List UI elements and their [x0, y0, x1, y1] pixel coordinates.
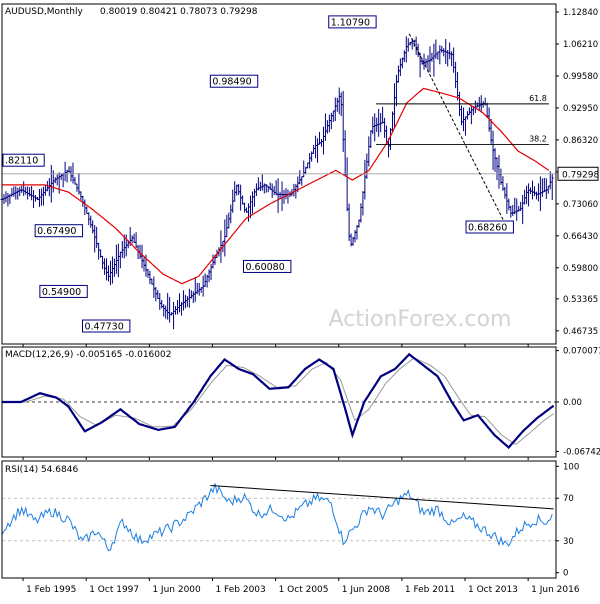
price-annotation-label: 0.68260 — [468, 223, 507, 234]
y-tick-label: 0.53365 — [563, 295, 598, 305]
y-tick-label: 0.99580 — [563, 72, 598, 82]
rsi-y-tick-label: 30 — [563, 537, 574, 547]
price-annotation: 0.68260 — [465, 220, 514, 234]
rsi-trendline — [210, 484, 554, 510]
price-annotation-label: 0.60080 — [245, 262, 284, 273]
last-price-label: 0.79298 — [562, 170, 599, 180]
price-annotation-label: 1.10790 — [331, 17, 370, 28]
x-tick-label: 1 Feb 2011 — [405, 585, 455, 595]
price-annotation-label: 0.98490 — [212, 77, 251, 88]
y-tick-label: 0.59800 — [563, 264, 598, 274]
price-panel-frame — [1, 3, 557, 345]
rsi-y-tick-label: 100 — [563, 462, 579, 472]
macd-panel — [2, 352, 556, 450]
price-panel: 61.8 38.2 .82110 0.67490 0.54900 0.47730 0.984… — [0, 15, 556, 333]
fib-level-label: 61.8 — [529, 94, 547, 103]
price-bar — [550, 173, 554, 200]
last-price-box: 0.79298 — [557, 166, 599, 181]
fib-level-label: 38.2 — [529, 134, 547, 143]
price-annotation-label: 0.67490 — [37, 226, 76, 237]
x-tick-label: 1 Oct 2013 — [468, 585, 518, 595]
macd-y-tick-label: 0.070071 — [563, 347, 600, 357]
x-tick-label: 1 Feb 1995 — [26, 585, 76, 595]
y-tick-label: 0.73060 — [563, 200, 598, 210]
x-tick-label: 1 Oct 2005 — [279, 585, 329, 595]
price-annotation-label: .82110 — [5, 156, 38, 167]
main-chart-ohlc-values: 0.80019 0.80421 0.78073 0.79298 — [100, 7, 258, 17]
macd-y-tick-label: 0.00 — [563, 398, 582, 408]
watermark-text: ActionForex.com — [329, 307, 512, 332]
axes: 1.128401.062100.995800.929500.863200.796… — [1, 3, 600, 595]
rsi-panel-frame — [1, 460, 557, 579]
macd-line — [2, 352, 555, 450]
price-annotation: 1.10790 — [328, 15, 377, 29]
y-tick-label: 0.66430 — [563, 232, 598, 242]
price-annotation: .82110 — [2, 153, 45, 167]
macd-y-tick-label: -0.067423 — [563, 447, 600, 457]
y-tick-label: 0.86320 — [563, 136, 598, 146]
x-tick-label: 1 Jun 2000 — [152, 585, 201, 595]
moving-average-line — [2, 87, 550, 285]
price-annotation: 0.98490 — [209, 74, 259, 88]
price-annotation: 0.60080 — [242, 259, 292, 273]
price-annotation: 0.67490 — [34, 224, 84, 238]
y-tick-label: 1.06210 — [563, 40, 598, 50]
rsi-panel — [1, 483, 556, 552]
x-tick-label: 1 Jun 2008 — [342, 585, 391, 595]
x-tick-label: 1 Oct 1997 — [89, 585, 139, 595]
rsi-line — [1, 483, 553, 552]
price-annotation: 0.47730 — [81, 319, 131, 333]
rsi-panel-title: RSI(14) 54.6846 — [5, 465, 78, 475]
y-tick-label: 0.92950 — [563, 104, 598, 114]
price-annotation-label: 0.47730 — [84, 322, 123, 333]
x-tick-label: 1 Feb 2003 — [215, 585, 265, 595]
y-tick-label: 0.46735 — [563, 327, 598, 337]
rsi-y-tick-label: 70 — [563, 494, 574, 504]
rsi-y-tick-label: 0 — [563, 569, 568, 579]
y-tick-label: 1.12840 — [563, 8, 598, 18]
price-annotation-label: 0.54900 — [42, 287, 81, 298]
trendline-dashed — [408, 33, 507, 227]
macd-panel-title: MACD(12,26,9) -0.005165 -0.016002 — [5, 350, 171, 360]
x-tick-label: 1 Jun 2016 — [531, 585, 580, 595]
main-chart-title: AUDUSD,Monthly — [5, 7, 83, 17]
price-annotation: 0.54900 — [39, 284, 88, 298]
